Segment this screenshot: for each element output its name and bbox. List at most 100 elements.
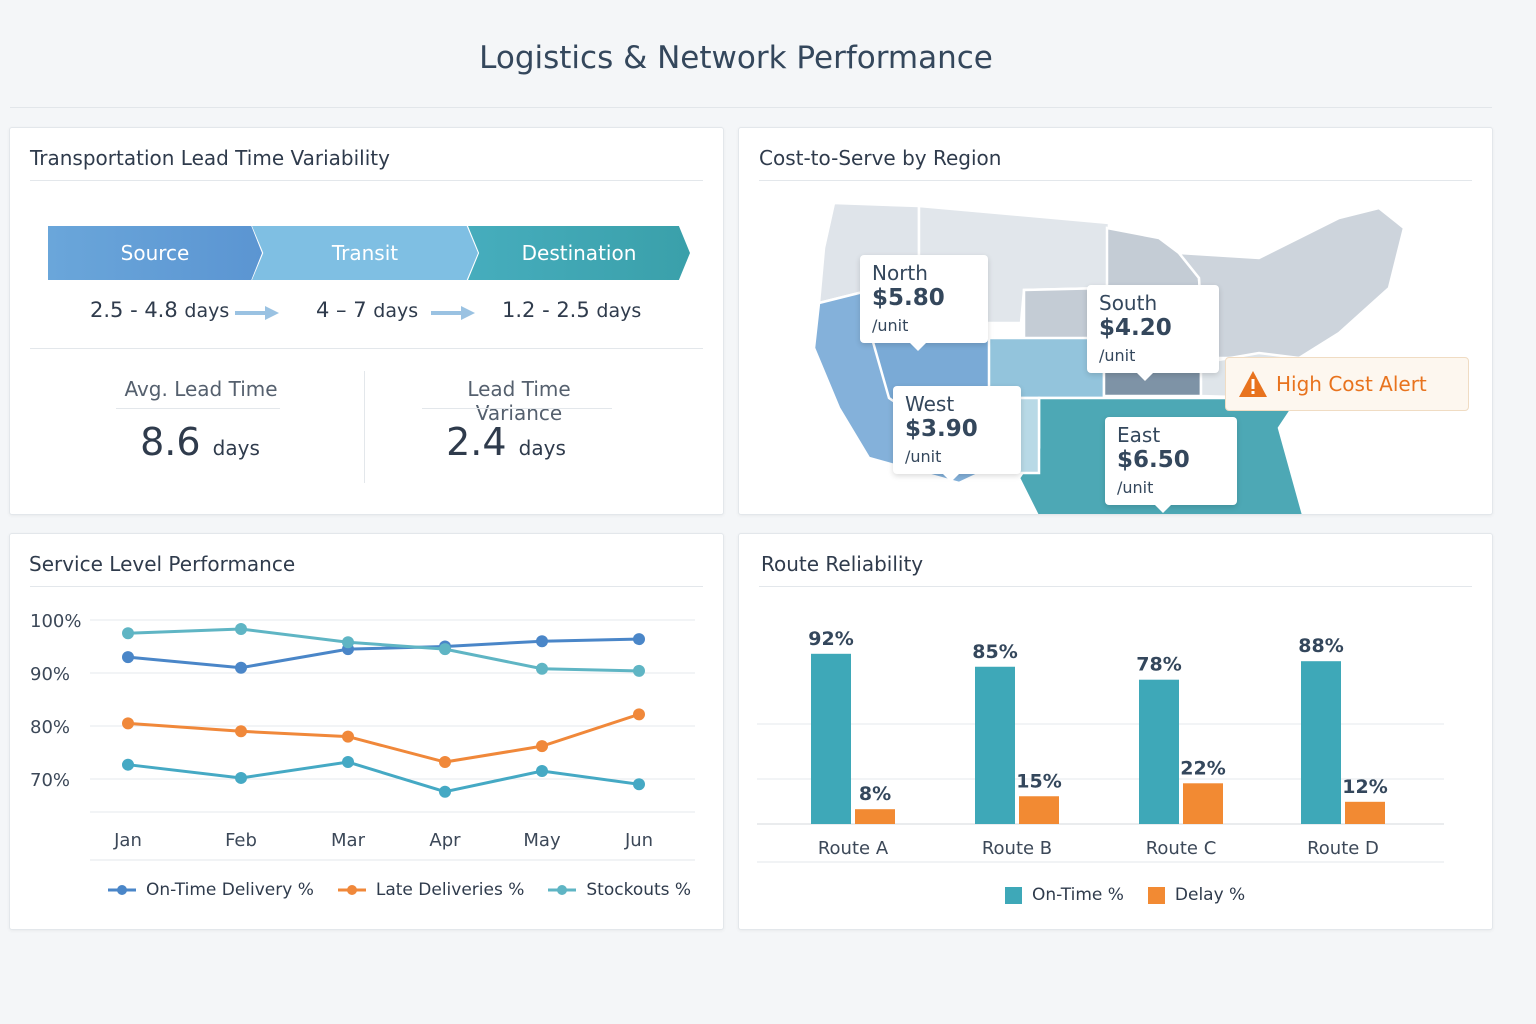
legend-label: On-Time Delivery % xyxy=(146,880,314,900)
x-tick-label: Route B xyxy=(982,838,1052,859)
source-duration: 2.5 - 4.8 days xyxy=(90,298,230,322)
variance-value: 2.4 days xyxy=(446,420,566,464)
x-tick-label: Jun xyxy=(624,830,653,851)
data-label: 92% xyxy=(808,628,853,650)
avg-lead-time-label: Avg. Lead Time xyxy=(124,377,278,401)
data-point xyxy=(536,635,548,648)
x-tick-label: Route C xyxy=(1146,838,1217,859)
data-point xyxy=(439,756,451,769)
data-point xyxy=(633,708,645,721)
data-label: 8% xyxy=(859,783,891,805)
stage-label: Source xyxy=(120,241,190,265)
divider xyxy=(759,180,1472,181)
divider xyxy=(364,371,365,483)
legend-swatch xyxy=(1147,886,1165,904)
bar xyxy=(1019,796,1059,824)
divider xyxy=(759,586,1472,587)
legend-line-icon xyxy=(108,885,136,895)
card-title: Route Reliability xyxy=(761,552,924,576)
lead-time-card: Transportation Lead Time Variability Sou… xyxy=(9,127,724,515)
legend-item[interactable]: Delay % xyxy=(1147,885,1246,905)
divider xyxy=(30,180,703,181)
legend-item[interactable]: Late Deliveries % xyxy=(337,880,525,900)
bar xyxy=(975,666,1015,824)
destination-duration: 1.2 - 2.5 days xyxy=(502,298,642,322)
bar xyxy=(1301,661,1341,824)
series-line xyxy=(127,627,640,673)
card-title: Transportation Lead Time Variability xyxy=(30,146,390,170)
avg-lead-time-value: 8.6 days xyxy=(140,420,260,464)
data-point xyxy=(235,725,247,738)
chart-legend: On-Time % Delay % xyxy=(1005,885,1245,905)
y-tick-label: 70% xyxy=(30,770,70,791)
legend-label: On-Time % xyxy=(1032,885,1124,905)
data-label: 88% xyxy=(1298,635,1343,657)
x-tick-label: Mar xyxy=(331,830,366,851)
legend-item[interactable]: On-Time % xyxy=(1005,885,1124,905)
data-label: 85% xyxy=(972,641,1017,663)
chart-legend: On-Time Delivery % Late Deliveries % Stock… xyxy=(108,880,691,900)
cost-card: Cost-to-Serve by Region North $5.80 /unit… xyxy=(738,127,1493,515)
data-point xyxy=(536,765,548,778)
stage-label: Destination xyxy=(521,241,637,265)
data-point xyxy=(235,623,247,636)
series-line xyxy=(127,712,640,764)
y-tick-label: 90% xyxy=(30,664,70,685)
legend-swatch xyxy=(1005,886,1022,904)
data-label: 22% xyxy=(1180,757,1225,779)
service-level-card: Service Level Performance 100% 90% 80% 70% J… xyxy=(9,533,724,930)
divider xyxy=(30,348,703,349)
data-point xyxy=(342,636,354,649)
legend-label: Late Deliveries % xyxy=(375,880,525,900)
arrow-right-icon xyxy=(235,306,279,320)
x-tick-label: Apr xyxy=(429,830,461,851)
bar xyxy=(855,809,895,824)
legend-line-icon xyxy=(548,885,577,895)
data-point xyxy=(235,771,247,784)
legend-item[interactable]: Stockouts % xyxy=(548,880,691,900)
transit-duration: 4 – 7 days xyxy=(316,298,419,322)
card-title: Service Level Performance xyxy=(29,552,296,576)
data-point xyxy=(342,730,354,743)
region-tooltip-east[interactable]: East $6.50 /unit xyxy=(1105,417,1237,513)
route-reliability-bar-chart: 92% 8% Route A 85% 15% Route B 78% 22% Route C 88… xyxy=(757,628,1444,863)
divider xyxy=(10,107,1492,108)
y-tick-label: 100% xyxy=(30,611,81,632)
service-level-line-chart: 100% 90% 80% 70% Jan Feb Mar Apr May Jun xyxy=(30,611,695,861)
data-label: 78% xyxy=(1136,654,1181,676)
legend-item[interactable]: On-Time Delivery % xyxy=(108,880,314,900)
x-tick-label: May xyxy=(523,830,561,851)
variance-label: Lead Time Variance xyxy=(467,377,571,425)
region-tooltip-north[interactable]: North $5.80 /unit xyxy=(860,255,988,351)
stage-destination: Destination xyxy=(468,226,690,280)
stage-transit: Transit xyxy=(252,226,478,280)
data-label: 12% xyxy=(1342,776,1387,798)
legend-label: Delay % xyxy=(1174,885,1246,905)
data-point xyxy=(633,778,645,791)
region-tooltip-south[interactable]: South $4.20 /unit xyxy=(1087,285,1219,381)
data-point xyxy=(342,756,354,769)
y-tick-label: 80% xyxy=(30,717,70,738)
warning-triangle-icon xyxy=(1239,371,1267,397)
x-tick-label: Feb xyxy=(225,830,257,851)
x-tick-label: Route D xyxy=(1307,838,1379,859)
legend-label: Stockouts % xyxy=(586,880,692,900)
series-line xyxy=(127,760,640,794)
bar xyxy=(1183,783,1223,824)
data-point xyxy=(536,740,548,753)
data-point xyxy=(439,785,451,798)
region-tooltip-west[interactable]: West $3.90 /unit xyxy=(893,386,1021,482)
data-point xyxy=(122,651,134,664)
divider xyxy=(30,586,703,587)
data-point xyxy=(439,643,451,656)
divider xyxy=(116,408,280,409)
data-label: 15% xyxy=(1016,770,1061,792)
divider xyxy=(422,408,612,409)
high-cost-alert[interactable]: High Cost Alert xyxy=(1225,357,1469,411)
data-point xyxy=(122,627,134,640)
stage-label: Transit xyxy=(331,241,399,265)
card-title: Cost-to-Serve by Region xyxy=(759,146,1002,170)
bar xyxy=(811,653,851,824)
series-line xyxy=(127,637,640,670)
bar xyxy=(1345,801,1385,824)
